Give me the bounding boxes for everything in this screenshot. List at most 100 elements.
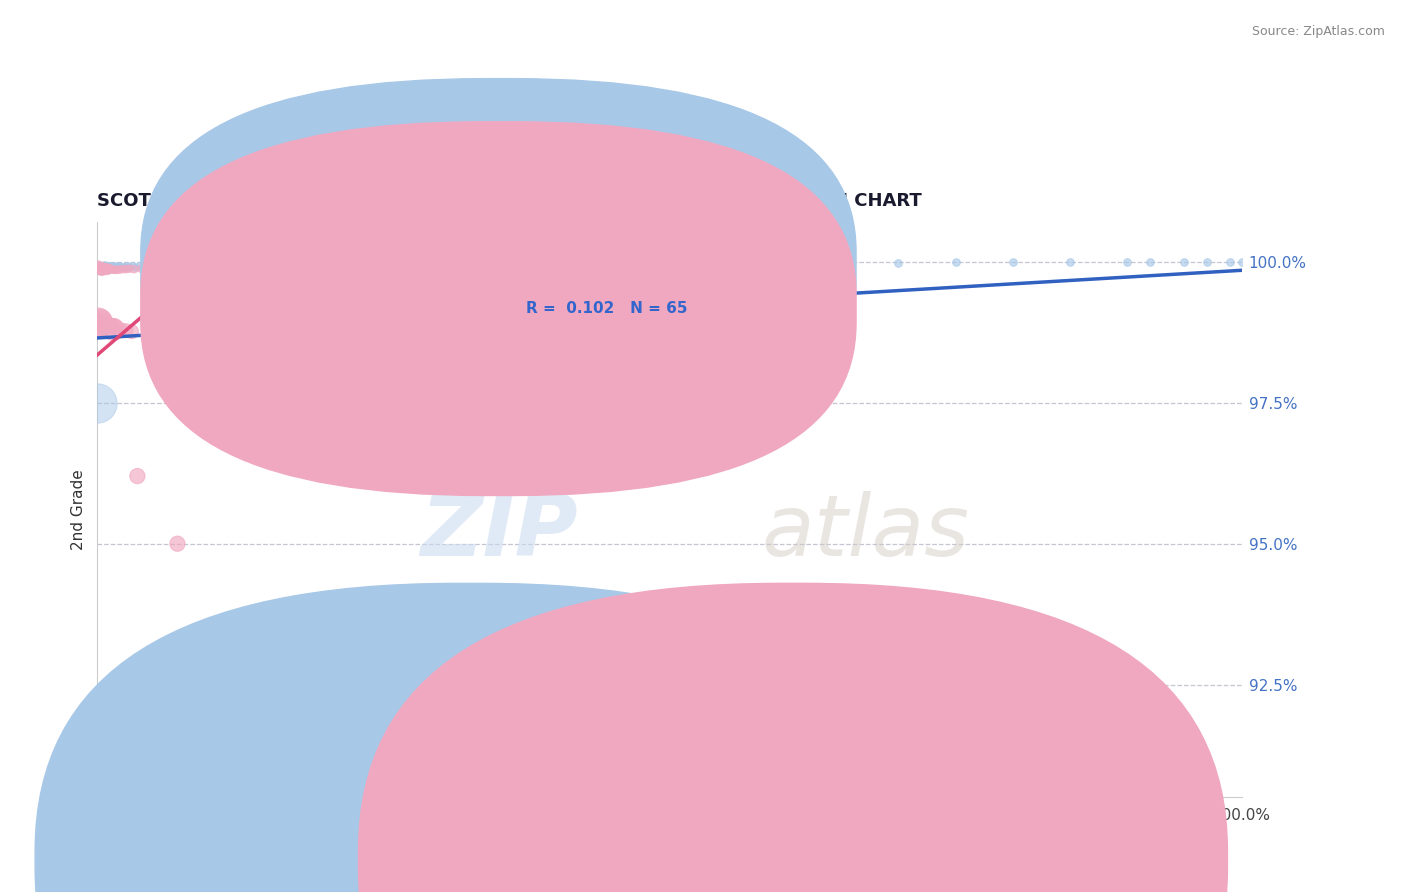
Point bbox=[114, 260, 136, 274]
Point bbox=[87, 317, 110, 331]
Point bbox=[91, 318, 114, 332]
Point bbox=[93, 317, 115, 331]
Point bbox=[103, 260, 125, 274]
Point bbox=[600, 401, 623, 416]
Point bbox=[235, 258, 257, 272]
Point bbox=[212, 258, 235, 272]
Point bbox=[105, 260, 128, 274]
Point bbox=[89, 261, 111, 276]
Point bbox=[281, 258, 304, 272]
Point bbox=[90, 260, 112, 274]
Point bbox=[600, 257, 623, 271]
Point bbox=[292, 259, 315, 273]
Point bbox=[87, 260, 110, 275]
Point bbox=[103, 262, 125, 277]
FancyBboxPatch shape bbox=[141, 78, 856, 452]
Point bbox=[105, 262, 128, 277]
Point bbox=[97, 261, 120, 276]
Text: R =  0.102   N = 65: R = 0.102 N = 65 bbox=[526, 301, 688, 316]
Point bbox=[292, 345, 315, 359]
Point bbox=[91, 261, 114, 276]
Point bbox=[97, 318, 120, 333]
Point bbox=[89, 259, 111, 273]
Point bbox=[90, 322, 112, 336]
Point bbox=[118, 261, 141, 276]
Point bbox=[90, 261, 112, 276]
Point bbox=[1197, 255, 1219, 269]
Point bbox=[90, 259, 112, 273]
Point bbox=[100, 260, 122, 275]
Point bbox=[166, 261, 188, 276]
Point bbox=[94, 260, 117, 274]
Point bbox=[110, 322, 132, 336]
Point bbox=[90, 262, 112, 277]
Point bbox=[89, 321, 111, 335]
Point bbox=[87, 258, 110, 272]
Point bbox=[177, 260, 200, 275]
Point bbox=[1173, 255, 1195, 269]
Point bbox=[103, 262, 125, 277]
Point bbox=[143, 260, 166, 274]
Point bbox=[94, 318, 117, 332]
Point bbox=[90, 316, 112, 330]
Point bbox=[188, 260, 211, 274]
Text: atlas: atlas bbox=[761, 491, 969, 574]
Text: Scotch-Irish: Scotch-Irish bbox=[489, 853, 579, 867]
Point bbox=[93, 262, 115, 277]
Point bbox=[107, 260, 129, 275]
Point bbox=[90, 260, 112, 274]
Text: R = 0.470   N = 98: R = 0.470 N = 98 bbox=[526, 258, 682, 273]
Point bbox=[89, 261, 111, 276]
Y-axis label: 2nd Grade: 2nd Grade bbox=[72, 469, 86, 550]
Point bbox=[89, 263, 111, 277]
Point bbox=[93, 262, 115, 277]
Point bbox=[567, 257, 589, 271]
Point bbox=[91, 262, 114, 277]
Point bbox=[945, 255, 967, 269]
Point bbox=[91, 260, 114, 274]
Point bbox=[149, 259, 172, 273]
Point bbox=[1116, 255, 1139, 269]
Point bbox=[103, 260, 125, 275]
Text: Immigrants from Belgium: Immigrants from Belgium bbox=[813, 853, 1008, 867]
Point bbox=[97, 262, 120, 277]
Point bbox=[108, 262, 131, 277]
Point bbox=[111, 260, 134, 275]
Point bbox=[103, 319, 125, 334]
Point bbox=[86, 396, 108, 410]
Point bbox=[160, 259, 183, 273]
Point bbox=[166, 537, 188, 551]
Point bbox=[1219, 255, 1241, 269]
Text: SCOTCH-IRISH VS IMMIGRANTS FROM BELGIUM 2ND GRADE CORRELATION CHART: SCOTCH-IRISH VS IMMIGRANTS FROM BELGIUM … bbox=[97, 192, 922, 210]
Point bbox=[177, 311, 200, 326]
Point bbox=[166, 260, 188, 274]
Point bbox=[101, 260, 124, 274]
Point bbox=[87, 263, 110, 277]
Point bbox=[429, 258, 451, 272]
Point bbox=[111, 262, 134, 277]
Point bbox=[90, 264, 112, 278]
Point bbox=[177, 258, 200, 272]
Point bbox=[406, 258, 429, 272]
Point bbox=[97, 264, 120, 278]
Point bbox=[115, 260, 138, 274]
Point bbox=[97, 259, 120, 273]
Point bbox=[96, 318, 118, 332]
Point bbox=[135, 260, 157, 274]
Point bbox=[1059, 255, 1081, 269]
Point bbox=[716, 418, 738, 433]
Point bbox=[315, 258, 337, 272]
Point bbox=[118, 260, 141, 274]
Point bbox=[486, 257, 509, 271]
Point bbox=[91, 322, 114, 336]
Point bbox=[94, 260, 117, 275]
Point bbox=[89, 259, 111, 273]
Point bbox=[257, 259, 280, 273]
Point bbox=[1230, 255, 1253, 269]
Point bbox=[191, 260, 214, 275]
Point bbox=[104, 260, 127, 274]
Point bbox=[1139, 255, 1161, 269]
Text: Source: ZipAtlas.com: Source: ZipAtlas.com bbox=[1251, 25, 1385, 38]
Point bbox=[90, 262, 112, 277]
Point bbox=[121, 325, 143, 339]
